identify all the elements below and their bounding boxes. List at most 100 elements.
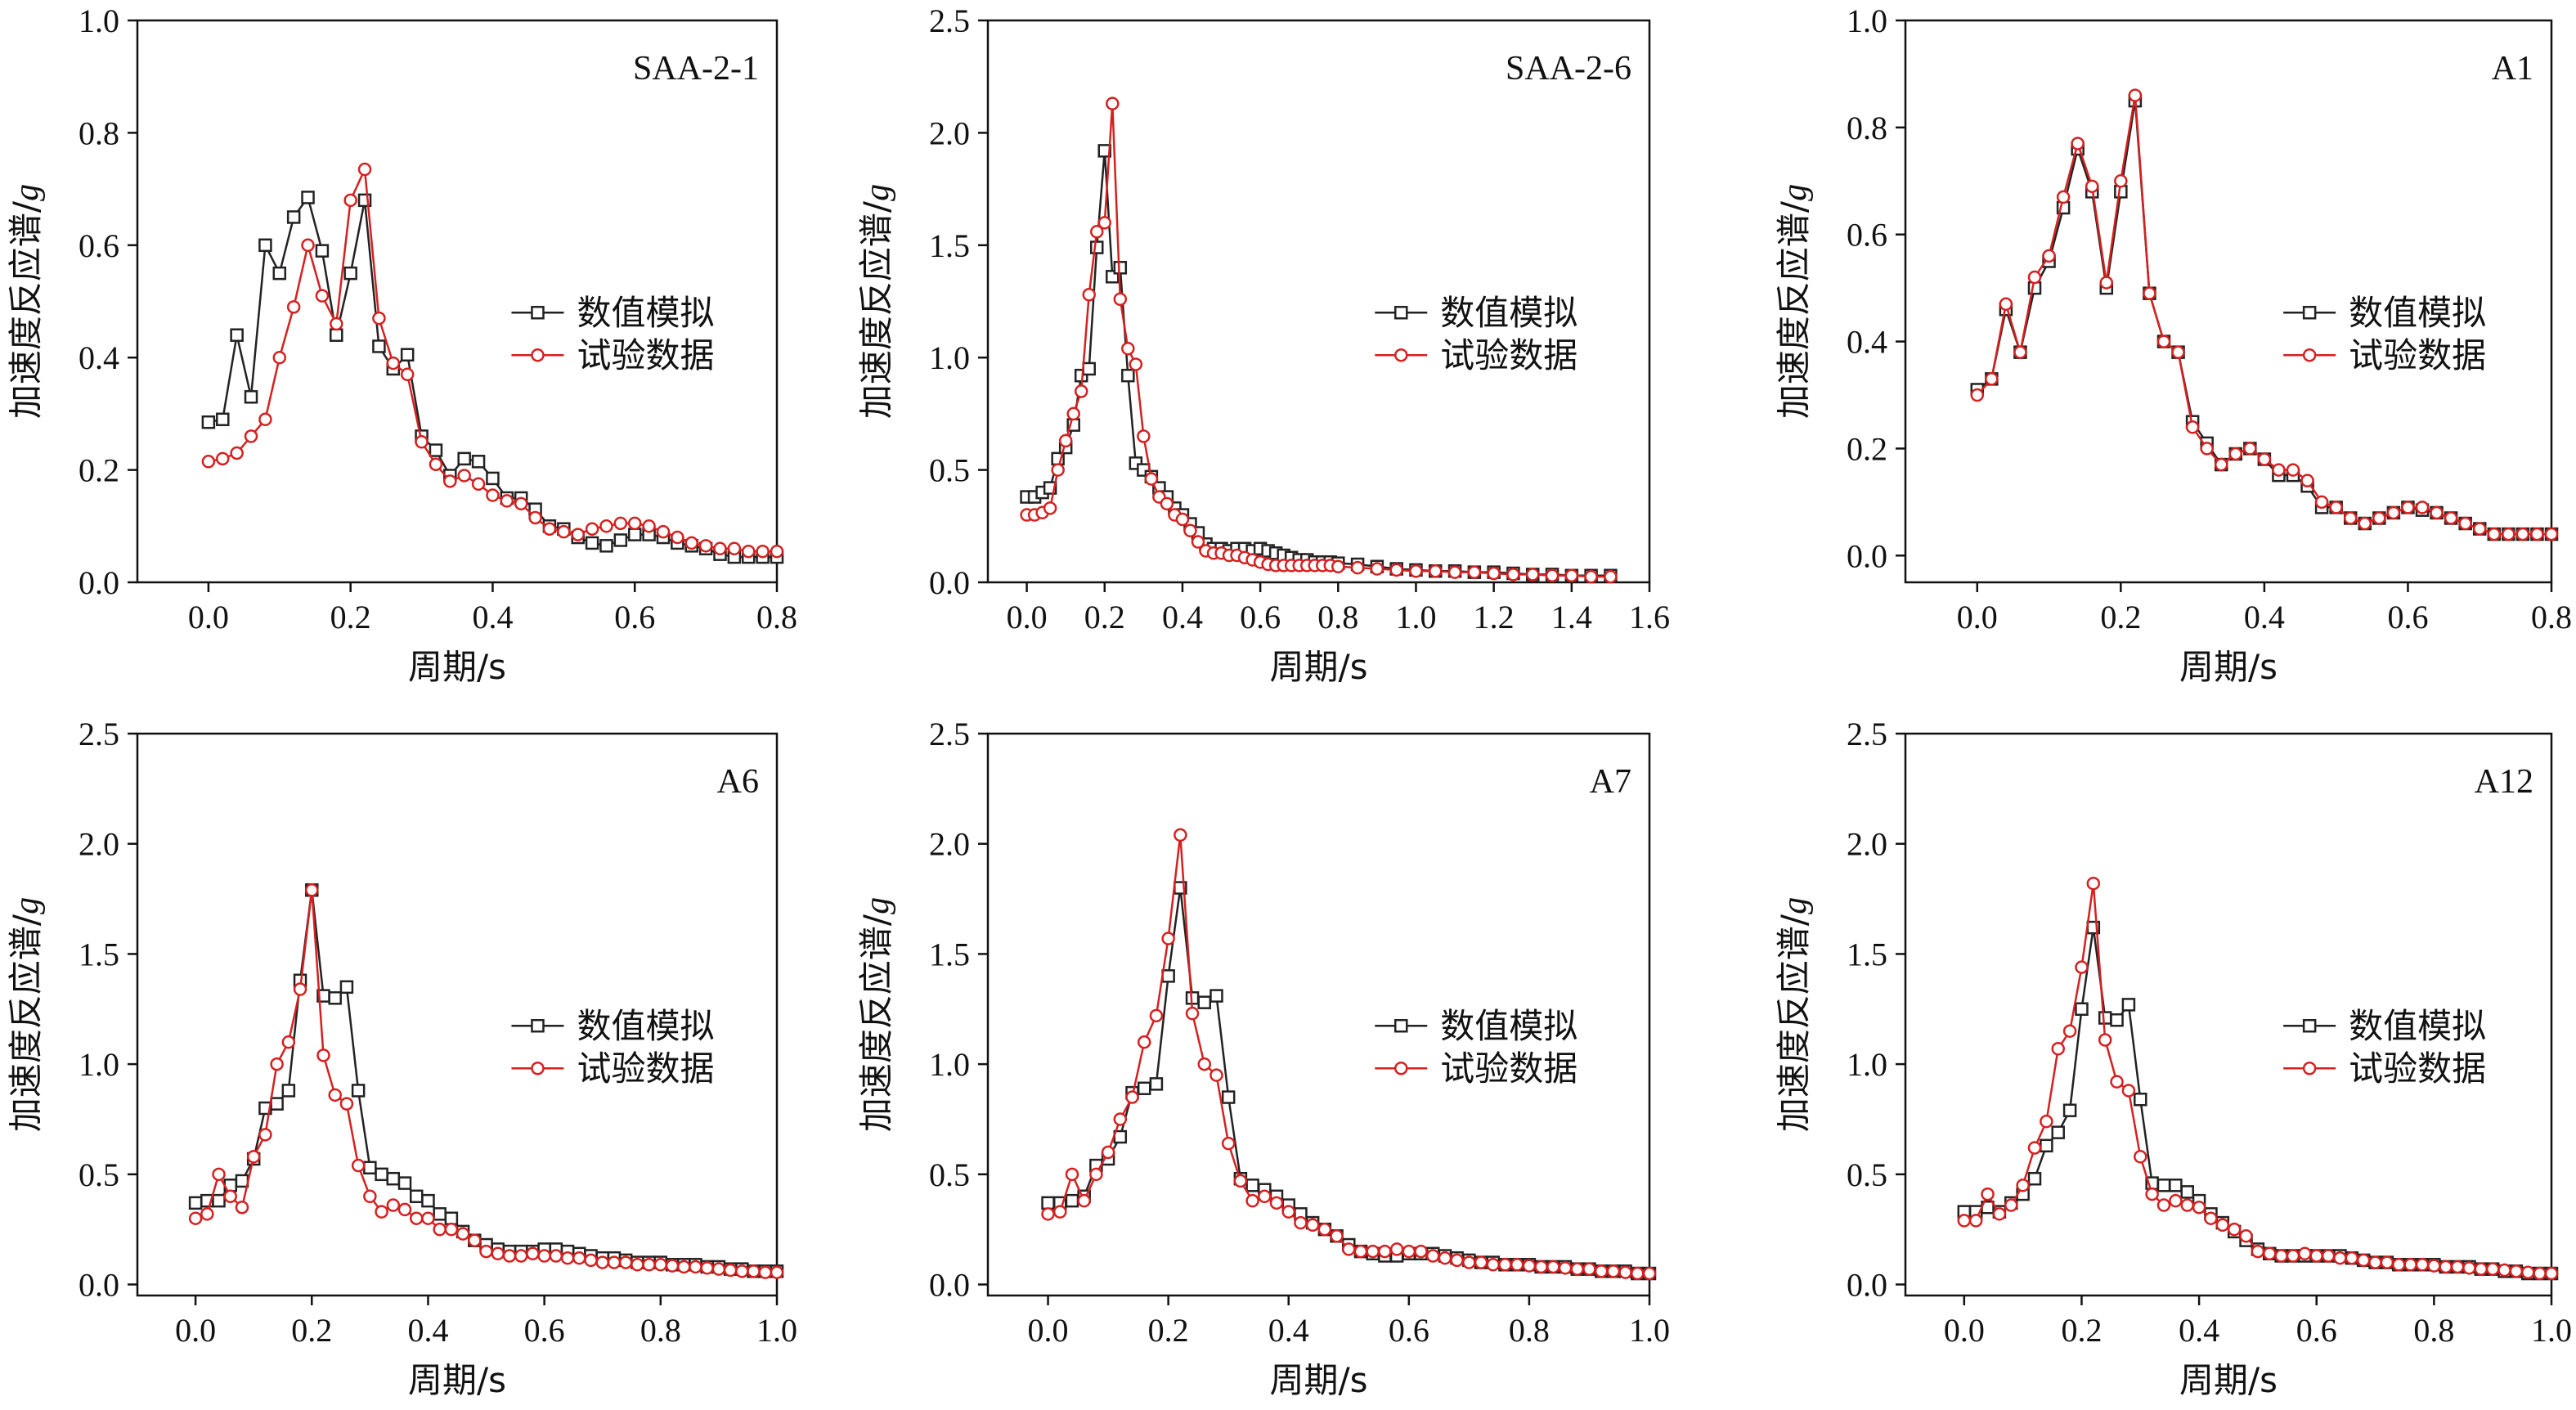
data-point-test (2016, 1179, 2030, 1192)
data-point-test (542, 522, 557, 536)
x-tick-label: 0.8 (640, 1312, 681, 1349)
data-point-test (2040, 1114, 2053, 1129)
data-point-simulation (343, 266, 357, 281)
y-tick-label: 1.5 (1847, 936, 1887, 972)
data-point-test (1506, 568, 1520, 582)
data-point-test (2380, 1255, 2394, 1269)
data-point-test (372, 311, 386, 326)
data-point-test (2156, 335, 2171, 348)
data-point-test (1113, 292, 1128, 307)
data-point-test (2098, 1033, 2112, 1047)
data-point-test (2215, 1218, 2230, 1233)
data-point-test (607, 1255, 622, 1269)
data-point-test (433, 1222, 447, 1237)
data-point-test (286, 300, 301, 314)
data-point-test (537, 1249, 551, 1263)
data-point-test (2204, 1211, 2218, 1225)
data-point-test (1197, 1057, 1212, 1071)
data-point-test (2386, 505, 2401, 520)
data-point-test (2243, 442, 2257, 456)
data-point-test (230, 446, 244, 460)
data-point-test (1545, 568, 1560, 583)
legend-label-test: 试验数据 (1440, 335, 1577, 375)
data-point-test (1101, 1145, 1115, 1160)
y-axis-title-unit: g (8, 897, 46, 914)
data-point-test (1642, 1266, 1657, 1281)
x-tick-label: 0.4 (2244, 599, 2285, 635)
data-point-test (1522, 1259, 1537, 1273)
data-point-simulation (375, 1167, 388, 1182)
data-point-test (711, 1262, 726, 1276)
data-point-test (2530, 527, 2544, 541)
data-point-test (457, 469, 471, 483)
y-axis-title: 加速度反应谱/g (1774, 184, 1814, 419)
data-point-simulation (1149, 1077, 1164, 1091)
data-point-test (343, 193, 357, 208)
data-point-test (2156, 1198, 2171, 1212)
data-point-test (235, 1200, 249, 1215)
data-point-test (1077, 1193, 1091, 1208)
y-tick-label: 0.4 (1847, 324, 1887, 361)
y-axis-title-text: 加速度反应谱/ (6, 200, 46, 419)
data-point-simulation (2051, 1125, 2065, 1139)
data-point-test (2474, 1262, 2488, 1276)
data-point-test (1350, 560, 1365, 575)
y-tick-label: 2.0 (929, 115, 970, 151)
x-tick-label: 0.4 (1268, 1312, 1309, 1349)
data-point-test (1041, 1207, 1055, 1221)
data-point-test (723, 1263, 738, 1278)
y-tick-label: 0.8 (79, 115, 119, 151)
data-point-test (1043, 501, 1057, 515)
data-point-simulation (1221, 1090, 1236, 1104)
data-point-test (188, 1211, 203, 1225)
data-point-simulation (386, 1171, 401, 1186)
y-tick-label: 0.0 (1847, 1267, 1887, 1304)
data-point-test (409, 1211, 424, 1225)
data-point-test (627, 516, 642, 531)
data-point-simulation (2169, 1179, 2183, 1192)
legend-label-simulation: 数值模拟 (1440, 1006, 1577, 1046)
data-point-test (2099, 276, 2114, 290)
legend-marker-test (1394, 348, 1408, 362)
data-point-test (2214, 457, 2228, 472)
x-axis-title: 周期/s (2179, 647, 2278, 687)
data-point-test (1487, 566, 1501, 581)
x-axis-title: 周期/s (1269, 1360, 1367, 1400)
data-point-test (1209, 1068, 1223, 1082)
data-point-simulation (2075, 1002, 2089, 1017)
data-point-test (2485, 1262, 2500, 1276)
data-point-test (2286, 1249, 2300, 1263)
data-point-test (2251, 1244, 2265, 1259)
data-point-test (1631, 1266, 1645, 1281)
x-tick-label: 0.2 (1084, 599, 1125, 635)
legend-label-simulation: 数值模拟 (577, 293, 714, 333)
data-point-simulation (188, 1196, 203, 1210)
data-point-test (1462, 1255, 1476, 1269)
data-point-test (1066, 406, 1080, 421)
data-point-test (400, 367, 415, 382)
data-point-test (1425, 1249, 1440, 1263)
legend-marker-simulation (531, 1018, 545, 1033)
data-point-simulation (599, 539, 613, 553)
data-point-test (2444, 511, 2458, 525)
data-point-test (1129, 357, 1143, 371)
data-point-test (700, 1261, 714, 1275)
legend-label-simulation: 数值模拟 (577, 1006, 714, 1046)
data-point-test (200, 1207, 214, 1221)
data-point-test (631, 1258, 644, 1272)
data-point-test (2110, 1075, 2124, 1089)
data-point-test (1125, 1090, 1139, 1104)
data-point-test (1106, 97, 1120, 110)
x-tick-label: 1.2 (1474, 599, 1515, 635)
data-point-test (2314, 495, 2329, 510)
data-point-test (653, 1258, 668, 1272)
plot-frame (986, 732, 1651, 1297)
data-point-simulation (272, 266, 287, 281)
data-point-test (2027, 270, 2042, 285)
data-point-simulation (363, 1161, 377, 1174)
data-point-test (293, 982, 307, 996)
